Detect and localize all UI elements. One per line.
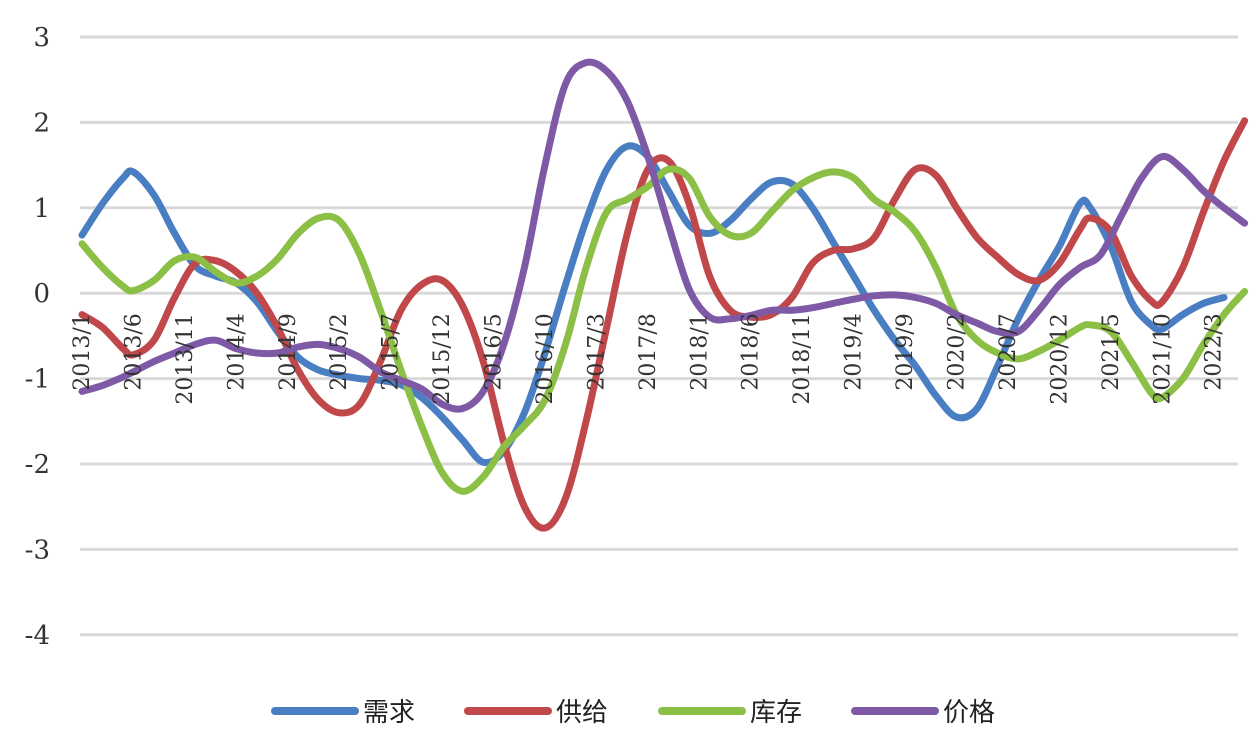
legend-item: 需求 [271, 698, 415, 728]
x-tick-label: 2019/4 [842, 313, 867, 390]
x-tick-label: 2018/11 [790, 313, 815, 404]
x-tick-label: 2019/9 [893, 313, 918, 390]
x-tick-label: 2020/12 [1047, 313, 1072, 404]
y-tick-label: -1 [25, 365, 50, 395]
x-axis-tick-labels: 2013/1 2013/6 2013/11 2014/4 2014/9 2015/2 201… [70, 313, 1227, 404]
y-tick-label: -3 [25, 535, 50, 565]
series-line-2 [78, 165, 1249, 495]
legend-label: 库存 [750, 698, 802, 728]
y-axis-tick-labels: 3 2 1 0 -1 -2 -3 -4 [25, 23, 50, 651]
x-tick-label: 2013/6 [121, 313, 146, 390]
x-tick-label: 2017/8 [636, 313, 661, 390]
series-line-3 [78, 58, 1249, 413]
y-tick-label: -4 [25, 621, 50, 651]
x-tick-label: 2015/12 [430, 313, 455, 404]
x-tick-label: 2016/5 [482, 313, 507, 390]
x-tick-label: 2020/7 [996, 313, 1021, 390]
legend-label: 价格 [943, 698, 995, 728]
x-tick-label: 2014/9 [276, 313, 301, 390]
x-tick-label: 2013/1 [70, 313, 95, 390]
y-tick-label: 3 [33, 23, 50, 53]
x-tick-label: 2015/7 [379, 313, 404, 390]
x-tick-label: 2013/11 [173, 313, 198, 404]
series-lines [78, 58, 1249, 532]
x-tick-label: 2017/3 [584, 313, 609, 390]
legend-item: 库存 [658, 698, 802, 728]
x-tick-label: 2021/10 [1150, 313, 1175, 404]
y-tick-label: 2 [33, 108, 50, 138]
x-tick-label: 2014/4 [224, 313, 249, 390]
legend: 需求 供给 库存 价格 [271, 698, 995, 728]
legend-label: 需求 [363, 698, 415, 728]
x-tick-label: 2018/1 [687, 313, 712, 390]
gridlines [80, 35, 1238, 637]
y-tick-label: 1 [33, 194, 50, 224]
series-line-1 [78, 117, 1249, 532]
legend-item: 价格 [851, 698, 995, 728]
series-line-0 [78, 142, 1228, 467]
y-tick-label: -2 [25, 450, 50, 480]
x-tick-label: 2021/5 [1099, 313, 1124, 390]
x-tick-label: 2018/6 [739, 313, 764, 390]
y-tick-label: 0 [33, 279, 50, 309]
legend-item: 供给 [464, 698, 608, 728]
x-tick-label: 2015/2 [327, 313, 352, 390]
x-tick-label: 2020/2 [945, 313, 970, 390]
x-tick-label: 2016/10 [533, 313, 558, 404]
legend-label: 供给 [556, 698, 608, 728]
x-tick-label: 2022/3 [1202, 313, 1227, 390]
